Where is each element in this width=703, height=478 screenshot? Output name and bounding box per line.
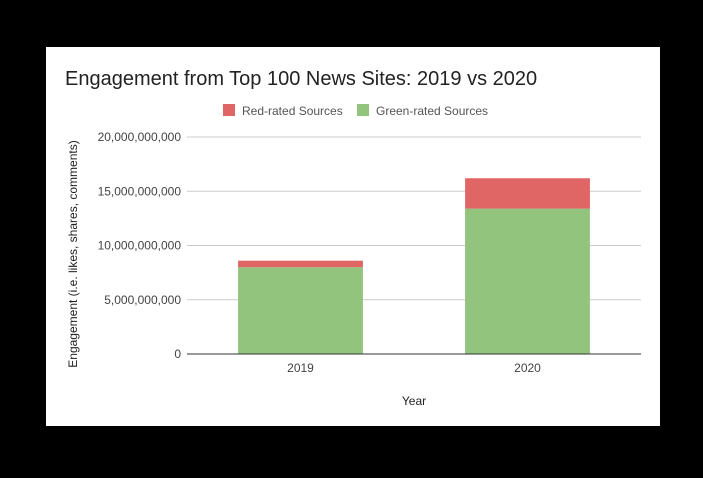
x-axis-title: Year <box>402 394 426 408</box>
chart-card: Engagement from Top 100 News Sites: 2019… <box>46 47 660 426</box>
y-tick-label: 5,000,000,000 <box>104 293 181 307</box>
y-tick-label: 15,000,000,000 <box>98 184 182 198</box>
legend-swatch <box>357 104 369 116</box>
legend: Red-rated Sources Green-rated Sources <box>223 104 488 118</box>
bar-red-rated-sources-2020 <box>465 178 590 209</box>
chart: Engagement from Top 100 News Sites: 2019… <box>65 68 641 408</box>
y-tick-label: 10,000,000,000 <box>98 239 182 253</box>
bars <box>238 178 590 354</box>
y-axis-title: Engagement (i.e. likes, shares, comments… <box>66 140 80 367</box>
x-axis-ticks: 2019 2020 <box>287 361 541 375</box>
chart-title: Engagement from Top 100 News Sites: 2019… <box>65 68 537 90</box>
x-tick-label: 2019 <box>287 361 314 375</box>
legend-swatch <box>223 104 235 116</box>
bar-green-rated-sources-2019 <box>238 267 363 354</box>
y-tick-label: 20,000,000,000 <box>98 130 182 144</box>
y-axis-ticks: 0 5,000,000,000 10,000,000,000 15,000,000,0… <box>98 130 182 361</box>
x-tick-label: 2020 <box>514 361 541 375</box>
bar-red-rated-sources-2019 <box>238 260 363 268</box>
bar-green-rated-sources-2020 <box>465 208 590 354</box>
legend-label: Red-rated Sources <box>242 104 343 118</box>
y-tick-label: 0 <box>174 347 181 361</box>
legend-label: Green-rated Sources <box>376 104 488 118</box>
